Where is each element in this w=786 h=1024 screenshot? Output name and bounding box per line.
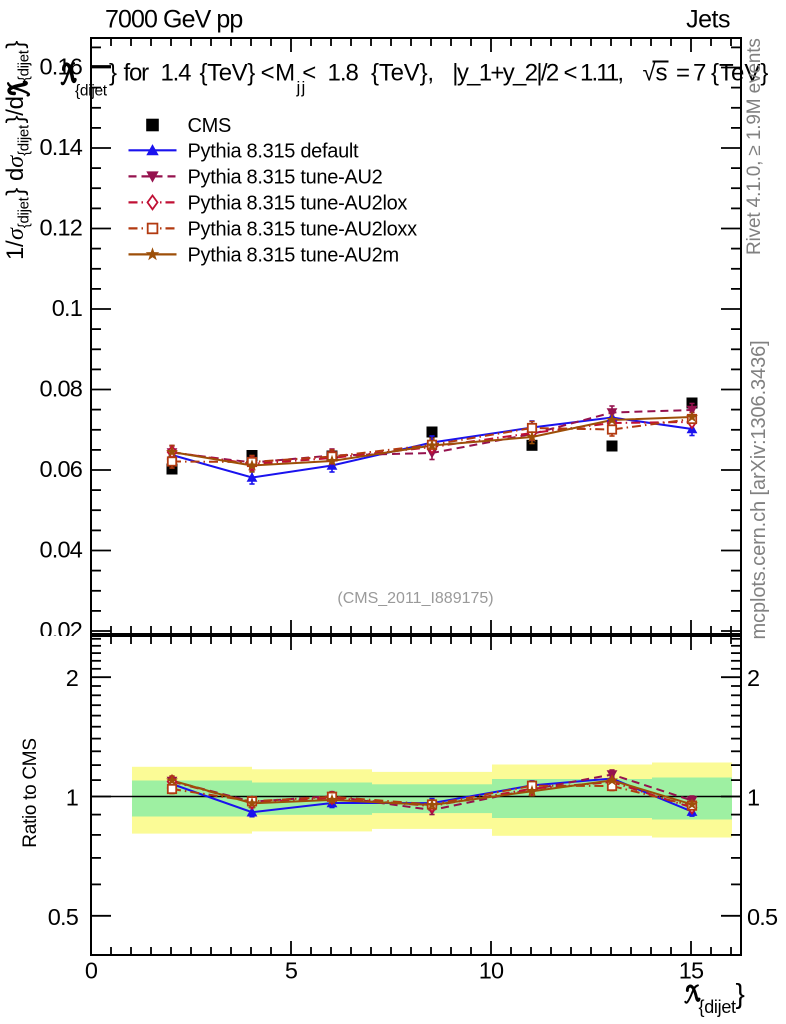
svg-text:d: d	[2, 168, 29, 181]
svg-text:=: =	[676, 60, 690, 87]
svg-text:}: }	[109, 60, 117, 87]
svg-text:Rivet 4.1.0, ≥ 1.9M events: Rivet 4.1.0, ≥ 1.9M events	[744, 38, 765, 255]
svg-text:for: for	[124, 60, 150, 87]
svg-text:1: 1	[66, 785, 78, 811]
svg-text:mcplots.cern.ch [arXiv:1306.34: mcplots.cern.ch [arXiv:1306.3436]	[748, 340, 770, 639]
svg-text:|y_1+y_2|/2: |y_1+y_2|/2	[452, 60, 559, 87]
svg-text:{TeV},: {TeV},	[371, 60, 434, 87]
svg-text:{TeV}: {TeV}	[711, 60, 768, 87]
svg-text:jj: jj	[296, 78, 307, 97]
svg-text:<: <	[302, 60, 316, 87]
svg-text:{dijet: {dijet	[16, 49, 33, 81]
svg-text:σ: σ	[3, 155, 29, 168]
svg-text:}: }	[2, 41, 29, 49]
svg-text:0.5: 0.5	[747, 904, 778, 930]
svg-text:0.04: 0.04	[39, 537, 82, 563]
svg-text:1.11,: 1.11,	[580, 60, 622, 87]
svg-text:CMS: CMS	[188, 115, 232, 137]
svg-text:0.1: 0.1	[52, 295, 82, 321]
svg-text:1: 1	[747, 785, 759, 811]
svg-text:Jets: Jets	[686, 6, 730, 34]
svg-text:7000 GeV pp: 7000 GeV pp	[105, 6, 242, 34]
svg-text:1/: 1/	[2, 240, 29, 260]
svg-text:0.16: 0.16	[39, 54, 82, 80]
svg-text:{TeV}: {TeV}	[200, 60, 256, 87]
svg-text:7: 7	[693, 60, 706, 87]
svg-text:{dijet: {dijet	[75, 83, 108, 100]
svg-text:{dijet: {dijet	[16, 196, 33, 228]
svg-text:Pythia 8.315 default: Pythia 8.315 default	[188, 140, 360, 162]
svg-text:Pythia 8.315 tune-AU2: Pythia 8.315 tune-AU2	[188, 166, 383, 188]
svg-text:Pythia 8.315 tune-AU2lox: Pythia 8.315 tune-AU2lox	[188, 192, 408, 214]
svg-text:}: }	[736, 978, 745, 1009]
svg-text:<: <	[564, 60, 578, 87]
svg-text:1.8: 1.8	[328, 60, 359, 87]
svg-text:15: 15	[679, 958, 704, 984]
svg-text:(CMS_2011_I889175): (CMS_2011_I889175)	[337, 590, 493, 607]
svg-text:0.5: 0.5	[48, 904, 79, 930]
svg-text:0.06: 0.06	[39, 456, 82, 482]
svg-text:σ: σ	[3, 227, 29, 240]
svg-text:Pythia 8.315 tune-AU2m: Pythia 8.315 tune-AU2m	[188, 244, 399, 266]
svg-text:2: 2	[66, 665, 78, 691]
svg-text:}: }	[2, 188, 29, 196]
svg-text:5: 5	[285, 958, 298, 984]
svg-text:10: 10	[479, 958, 504, 984]
svg-text:{dijet: {dijet	[699, 997, 737, 1017]
svg-text:2: 2	[747, 665, 759, 691]
svg-text:0: 0	[85, 958, 98, 984]
svg-text:1.4: 1.4	[161, 60, 192, 87]
svg-text:{dijet: {dijet	[16, 124, 33, 156]
svg-text:Ratio to CMS: Ratio to CMS	[20, 738, 41, 847]
svg-text:0.14: 0.14	[39, 134, 82, 160]
svg-text:<M: <M	[261, 60, 296, 87]
svg-text:0.08: 0.08	[39, 376, 82, 402]
svg-text:0.12: 0.12	[39, 215, 82, 241]
svg-text:0.02: 0.02	[39, 617, 82, 643]
svg-text:}/d: }/d	[2, 96, 29, 123]
svg-text:√s: √s	[643, 60, 668, 87]
svg-text:Pythia 8.315 tune-AU2loxx: Pythia 8.315 tune-AU2loxx	[188, 218, 418, 240]
